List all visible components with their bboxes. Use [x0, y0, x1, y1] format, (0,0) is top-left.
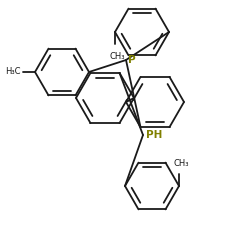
Text: H₃C: H₃C [6, 68, 21, 76]
Text: P: P [128, 55, 136, 65]
Text: PH: PH [146, 130, 162, 140]
Text: CH₃: CH₃ [109, 52, 125, 61]
Text: CH₃: CH₃ [173, 159, 189, 168]
